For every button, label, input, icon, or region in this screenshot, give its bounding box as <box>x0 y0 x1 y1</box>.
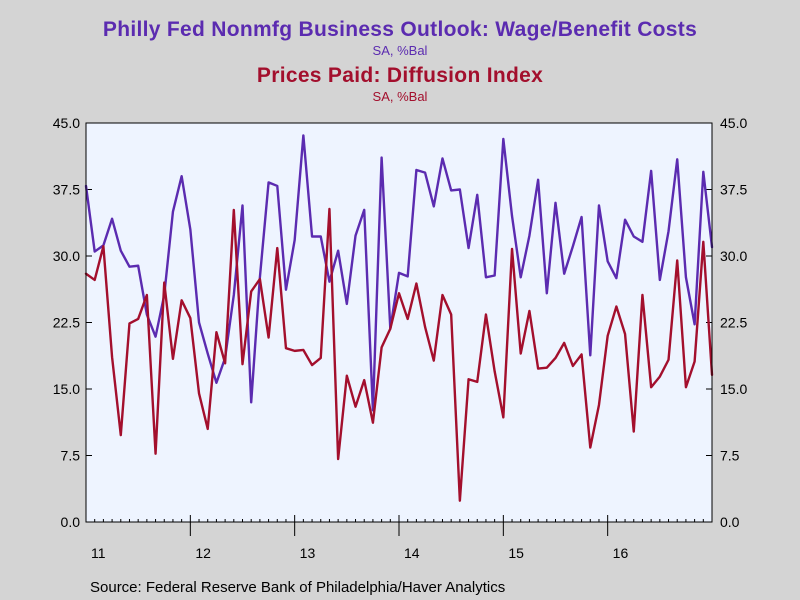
chart-subtitle-series1: SA, %Bal <box>372 43 428 58</box>
y-tick-label-right: 30.0 <box>720 248 747 264</box>
series-line-1 <box>84 134 714 412</box>
chart-title-series2: Prices Paid: Diffusion Index <box>256 64 544 87</box>
source-note: Source: Federal Reserve Bank of Philadel… <box>90 579 506 596</box>
y-tick-label-left: 22.5 <box>53 315 80 331</box>
x-tick-label: 14 <box>404 545 420 561</box>
y-tick-label-right: 0.0 <box>720 514 740 530</box>
x-tick-label: 15 <box>508 545 524 561</box>
y-tick-label-left: 0.0 <box>61 514 81 530</box>
plot-frame <box>85 122 713 523</box>
x-tick-label: 12 <box>195 545 211 561</box>
chart-subtitle-series2: SA, %Bal <box>372 89 428 104</box>
y-tick-label-left: 7.5 <box>61 448 81 464</box>
x-tick-label: 13 <box>300 545 316 561</box>
y-tick-label-left: 37.5 <box>53 182 80 198</box>
y-tick-label-left: 45.0 <box>53 115 80 131</box>
y-tick-label-right: 7.5 <box>720 448 740 464</box>
y-tick-label-right: 45.0 <box>720 115 747 131</box>
y-tick-label-left: 30.0 <box>53 248 80 264</box>
x-tick-label: 16 <box>613 545 629 561</box>
y-tick-label-right: 15.0 <box>720 381 747 397</box>
y-tick-label-right: 37.5 <box>720 182 747 198</box>
chart-title-series1: Philly Fed Nonmfg Business Outlook: Wage… <box>102 18 698 41</box>
y-tick-label-right: 22.5 <box>720 315 747 331</box>
x-tick-label: 11 <box>91 545 106 561</box>
series-line-2 <box>84 207 714 502</box>
y-tick-label-left: 15.0 <box>53 381 80 397</box>
